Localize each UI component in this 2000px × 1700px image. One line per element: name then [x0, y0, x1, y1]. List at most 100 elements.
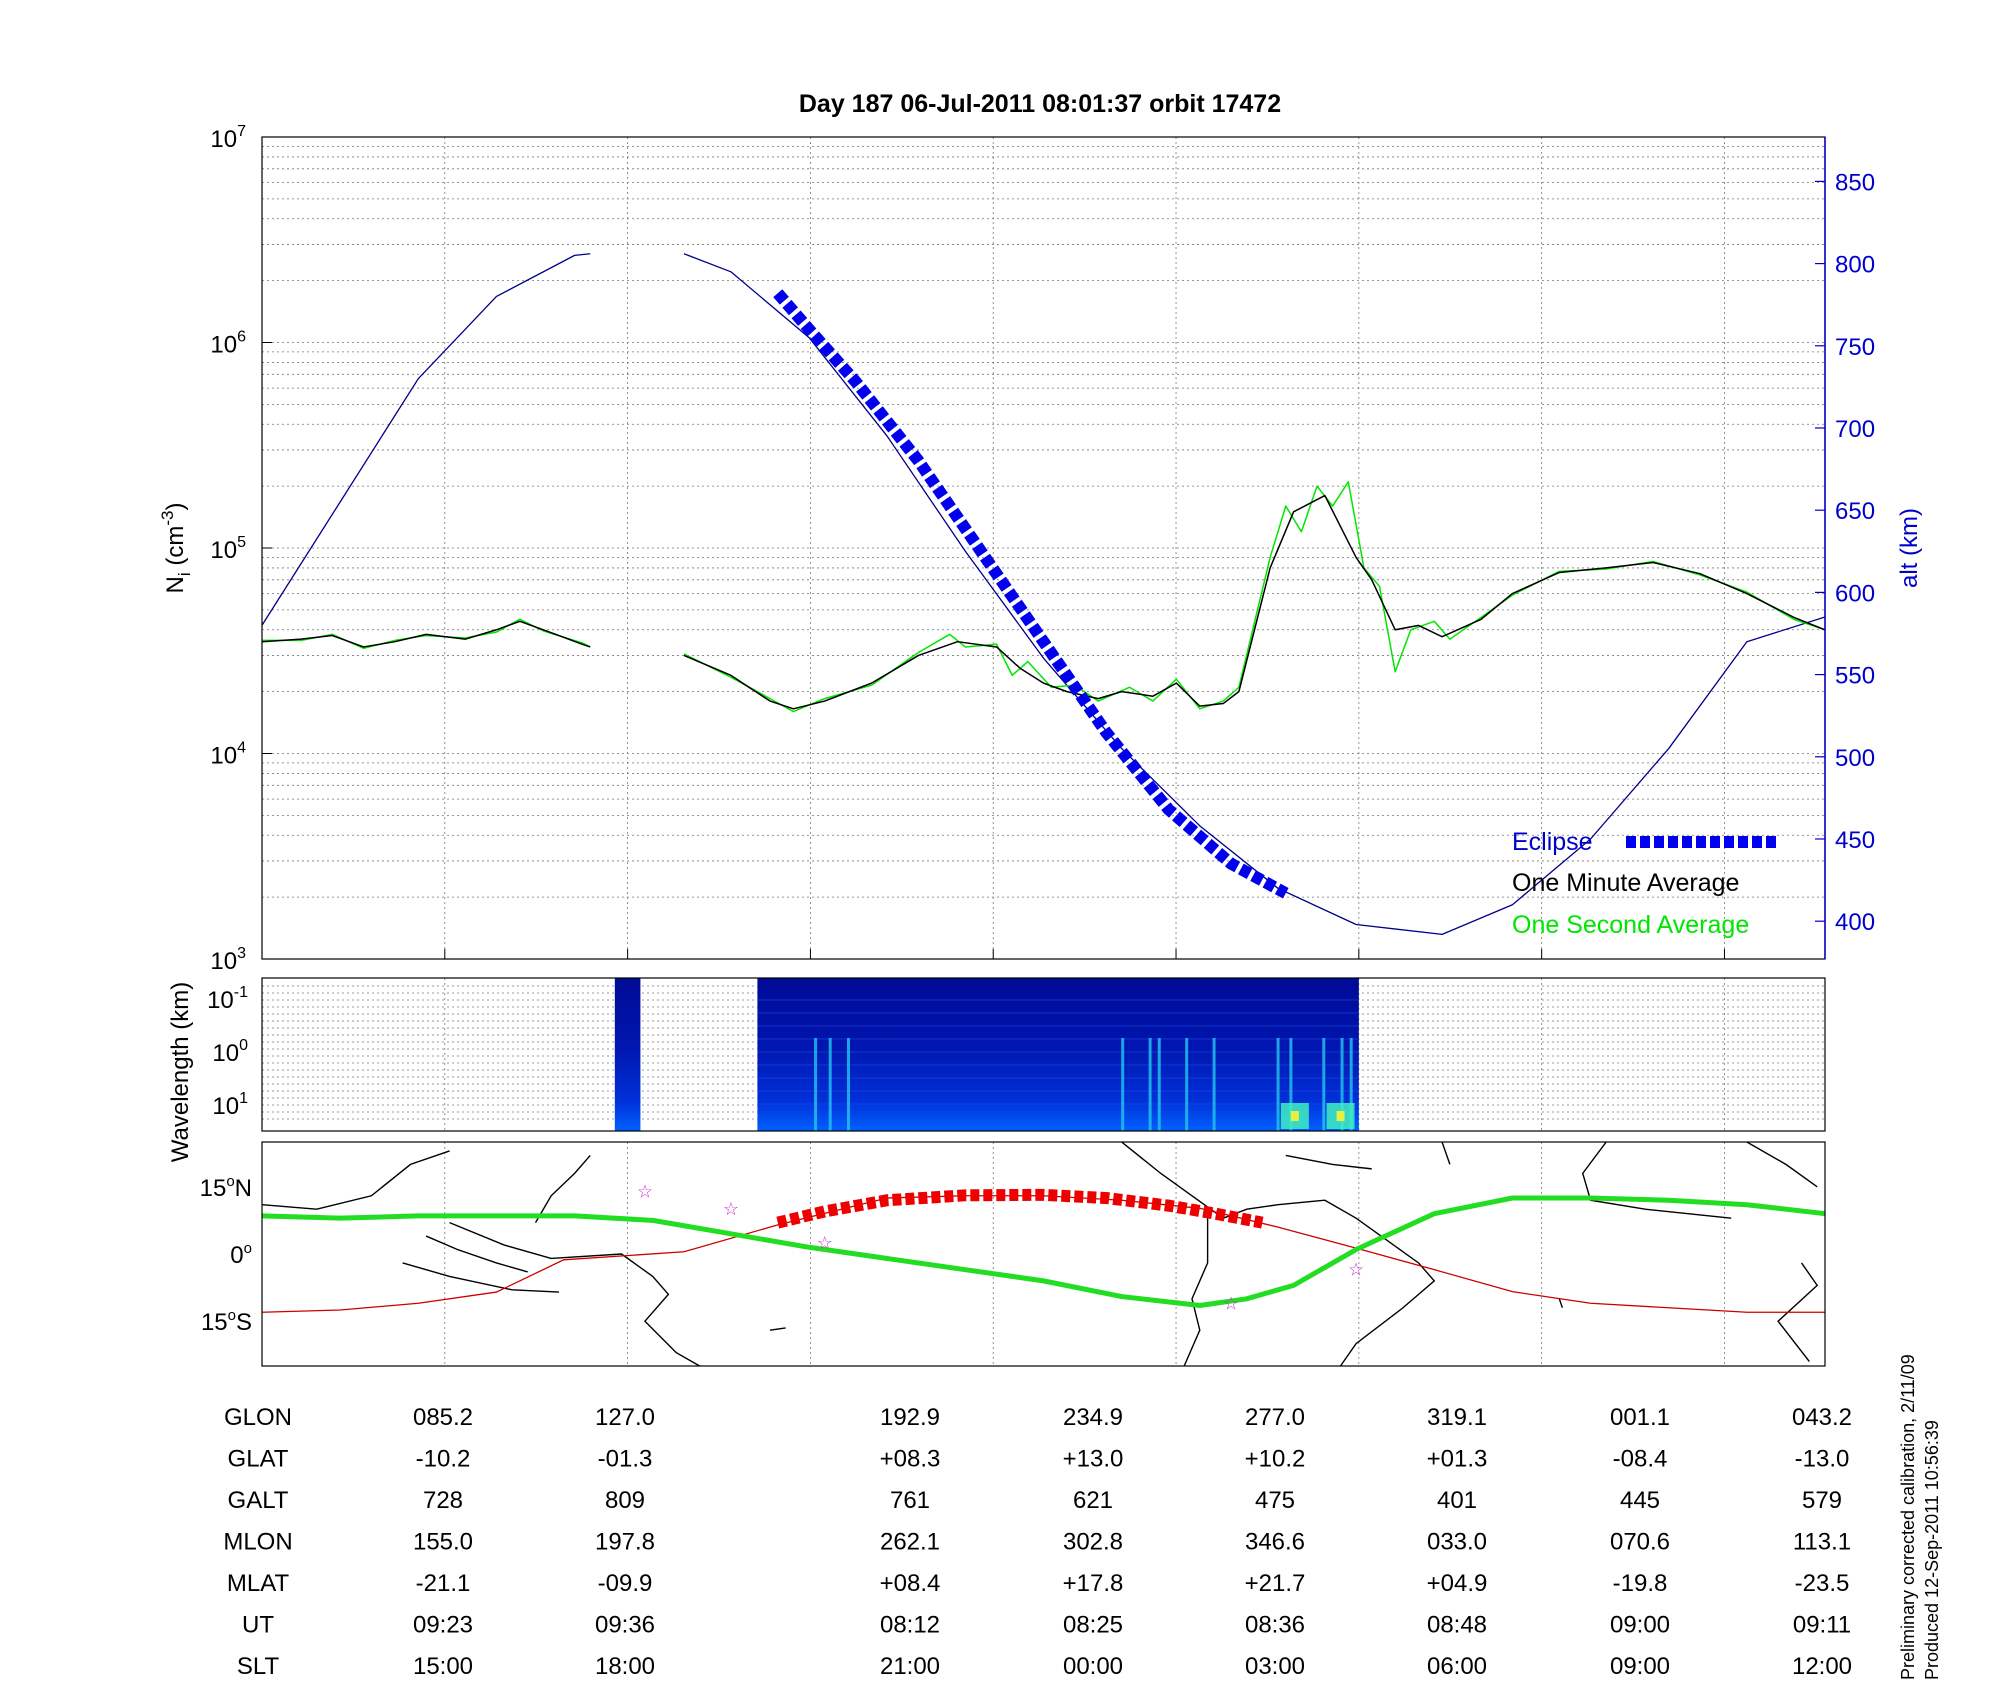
- altitude-y-label: alt (km): [1896, 508, 1923, 588]
- legend-second-label: One Second Average: [1512, 911, 1749, 939]
- coastline: [534, 1154, 591, 1223]
- degree-sign: o: [228, 1307, 236, 1324]
- coastline: [1285, 1154, 1372, 1170]
- spectrogram-block: [757, 978, 1359, 1131]
- ephemeris-cell: 234.9: [1063, 1404, 1123, 1431]
- spectrogram-bright-column: [1349, 1038, 1353, 1131]
- footnote-produced: Produced 12-Sep-2011 10:56:39: [1922, 1420, 1942, 1680]
- spectrogram-tick-base: 10: [207, 987, 234, 1014]
- lat-hemisphere: S: [236, 1309, 252, 1336]
- spectrogram-bright-column: [846, 1038, 850, 1131]
- ephemeris-cell: 277.0: [1245, 1404, 1305, 1431]
- spectrogram-bright-column: [1121, 1038, 1125, 1131]
- altitude-line: [683, 253, 1826, 935]
- coastline: [449, 1221, 700, 1367]
- coastline: [769, 1327, 786, 1331]
- ephemeris-table: GLON 085.2 127.0 192.9 234.9 277.0 319.1 001.1 0…: [223, 1404, 1852, 1680]
- ephemeris-cell: 197.8: [595, 1529, 655, 1556]
- footnote-calibration: Preliminary corrected calibration, 2/11/…: [1898, 1354, 1918, 1680]
- ephemeris-cell: 06:00: [1427, 1653, 1487, 1680]
- coastline: [425, 1235, 528, 1273]
- lat-tick-label: 15oS: [201, 1307, 252, 1336]
- ephemeris-cell: 085.2: [413, 1404, 473, 1431]
- ephemeris-cell: 033.0: [1427, 1529, 1487, 1556]
- ephemeris-cell: 043.2: [1792, 1404, 1852, 1431]
- altitude-y-ticks: 400 450 500 550 600 650 700 750 800 850: [1815, 169, 1875, 936]
- ephemeris-cell: +01.3: [1427, 1446, 1488, 1473]
- spectrogram-block: [614, 978, 641, 1131]
- degree-sign: o: [226, 1173, 234, 1190]
- ephemeris-row-label: MLAT: [227, 1570, 290, 1597]
- y-tick-exponent: 7: [237, 123, 246, 140]
- spectrogram-bright-column: [1276, 1038, 1280, 1131]
- lat-tick-label: 0o: [230, 1240, 252, 1269]
- ephemeris-cell: 08:25: [1063, 1612, 1123, 1639]
- spectrogram-y-label: Wavelength (km): [167, 982, 194, 1163]
- map-grid: [444, 1142, 1725, 1366]
- spectrogram-tick-label: 10-1: [207, 984, 248, 1014]
- ephemeris-cell: +21.7: [1245, 1570, 1306, 1597]
- star-marker: ☆: [637, 1181, 653, 1201]
- coastline: [1441, 1141, 1451, 1165]
- lat-tick-label: 15oN: [200, 1173, 252, 1202]
- ephemeris-cell: 302.8: [1063, 1529, 1123, 1556]
- minute-average-line: [261, 620, 591, 648]
- map-axes-box: [261, 1141, 1826, 1367]
- coastline: [402, 1262, 560, 1293]
- lat-hemisphere: N: [235, 1175, 252, 1202]
- coastline: [1183, 1218, 1209, 1367]
- eclipse-line: [773, 289, 1289, 899]
- spectrogram-tick-base: 10: [212, 1093, 239, 1120]
- spectrogram-bright-column: [1322, 1038, 1326, 1131]
- y-tick-base: 10: [210, 537, 237, 564]
- coastline: [1777, 1262, 1819, 1362]
- spectrogram-image: [614, 978, 1359, 1131]
- ion-density-y-label: Ni (cm-3): [158, 503, 194, 594]
- ephemeris-cell: 319.1: [1427, 1404, 1487, 1431]
- ephemeris-cell: 09:36: [595, 1612, 655, 1639]
- eclipse-track-line: [776, 1188, 1264, 1229]
- spectrogram-bright-column: [1212, 1038, 1216, 1131]
- legend-minute-label: One Minute Average: [1512, 869, 1739, 897]
- ephemeris-cell: -19.8: [1613, 1570, 1668, 1597]
- legend-eclipse-label: Eclipse: [1512, 828, 1593, 856]
- spectrogram-tick-exponent: 1: [239, 1090, 248, 1107]
- star-marker: ☆: [723, 1199, 739, 1219]
- ephemeris-cell: 475: [1255, 1487, 1295, 1514]
- ephemeris-row-label: SLT: [237, 1653, 280, 1680]
- y-tick-label: 104: [210, 740, 246, 770]
- y-tick-label: 103: [210, 945, 246, 975]
- ephemeris-cell: -09.9: [598, 1570, 653, 1597]
- coastline: [1746, 1141, 1818, 1188]
- magnetic-equator-line: [261, 1195, 1826, 1309]
- y-tick-base: 10: [210, 948, 237, 975]
- ephemeris-cell: 761: [890, 1487, 930, 1514]
- spectrogram-tick-label: 101: [212, 1090, 248, 1120]
- ephemeris-cell: 579: [1802, 1487, 1842, 1514]
- lat-value: 15: [201, 1309, 228, 1336]
- ephemeris-cell: 00:00: [1063, 1653, 1123, 1680]
- ephemeris-cell: 401: [1437, 1487, 1477, 1514]
- figure-title: Day 187 06-Jul-2011 08:01:37 orbit 17472: [799, 90, 1281, 118]
- ephemeris-cell: 08:48: [1427, 1612, 1487, 1639]
- spectrogram-tick-label: 100: [212, 1037, 248, 1067]
- ephemeris-cell: 09:23: [413, 1612, 473, 1639]
- legend: Eclipse One Minute Average One Second Av…: [1512, 828, 1777, 939]
- ephemeris-cell: +17.8: [1063, 1570, 1124, 1597]
- ephemeris-cell: 070.6: [1610, 1529, 1670, 1556]
- spectrogram-bright-column: [1157, 1038, 1161, 1131]
- minute-average-line: [683, 494, 1826, 710]
- ephemeris-cell: 445: [1620, 1487, 1660, 1514]
- ephemeris-cell: 21:00: [880, 1653, 940, 1680]
- y-tick-base: 10: [210, 743, 237, 770]
- altitude-tick-label: 750: [1835, 334, 1875, 361]
- spectrogram-bright-column: [814, 1038, 818, 1131]
- lat-value: 0: [230, 1242, 243, 1269]
- coastline: [261, 1150, 450, 1210]
- ephemeris-cell: -01.3: [598, 1446, 653, 1473]
- ephemeris-cell: +08.3: [880, 1446, 941, 1473]
- spectrogram-tick-base: 10: [212, 1040, 239, 1067]
